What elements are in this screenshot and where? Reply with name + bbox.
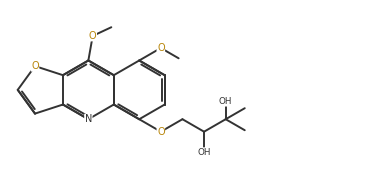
Text: O: O — [157, 43, 165, 53]
Text: N: N — [85, 114, 92, 124]
Text: OH: OH — [219, 97, 233, 106]
Text: O: O — [31, 61, 39, 71]
Text: OH: OH — [197, 148, 211, 157]
Text: O: O — [89, 31, 97, 41]
Text: O: O — [157, 127, 165, 137]
